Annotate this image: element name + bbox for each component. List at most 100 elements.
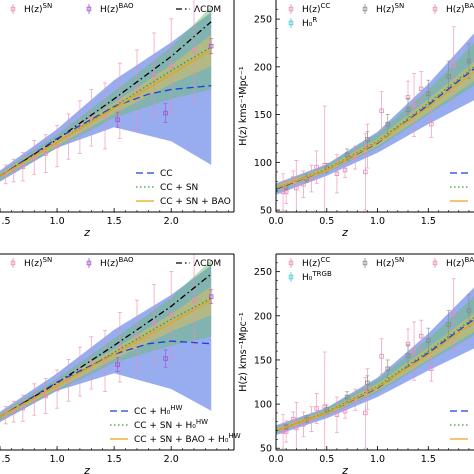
data-point	[301, 422, 306, 427]
data-point	[451, 311, 456, 317]
data-point	[314, 164, 319, 170]
x-tick-label: 1.5	[421, 216, 436, 227]
data-point	[151, 321, 157, 326]
data-point	[280, 189, 286, 195]
y-tick-label: 250	[254, 15, 272, 26]
data-point	[291, 416, 296, 422]
data-point	[54, 143, 60, 149]
legend-label: ΛCDM	[194, 5, 221, 15]
data-point	[385, 366, 390, 371]
confidence-band	[276, 33, 474, 195]
legend-marker	[86, 260, 92, 266]
data-point	[405, 107, 411, 113]
legend-label: ΛCDM	[194, 259, 221, 269]
data-point	[344, 152, 350, 157]
data-point	[283, 184, 289, 190]
data-point	[466, 308, 472, 313]
data-point	[43, 151, 48, 156]
data-point	[169, 63, 174, 69]
data-point	[291, 176, 296, 181]
y-tick-label: 200	[254, 62, 272, 73]
confidence-band	[0, 12, 212, 182]
data-point	[446, 74, 451, 79]
data-point	[352, 155, 358, 160]
legend-label: H(z)BAO	[446, 256, 474, 269]
series-line	[0, 85, 212, 177]
data-point	[191, 47, 197, 53]
x-tick-label: 2.0	[164, 454, 179, 465]
data-point	[405, 353, 411, 358]
bottom-legend: CC CC + SN CC + SN + BAO	[136, 169, 231, 207]
data-point	[43, 393, 48, 399]
x-tick-label: 1.0	[50, 216, 65, 227]
legend-label: CC + SN	[160, 183, 198, 193]
chart-panel-bottom-right: 0.0 0.5 1.0 1.5 50 100 150 200 250 z H(z) kms⁻¹Mpc…	[238, 253, 474, 474]
x-tick-label: .5	[1, 216, 10, 227]
data-point	[191, 297, 197, 303]
legend-label: H(z)SN	[376, 256, 404, 269]
x-axis-label: z	[83, 464, 90, 474]
data-point	[342, 408, 348, 414]
data-point	[344, 394, 350, 400]
confidence-band	[0, 265, 212, 423]
data-point	[134, 87, 140, 92]
top-legend: H(z)SN H(z)BAO ΛCDM	[10, 256, 221, 269]
y-tick-label: 250	[254, 267, 272, 278]
x-tick-label: 0.5	[319, 454, 334, 465]
legend-marker	[10, 6, 16, 12]
data-point	[151, 73, 157, 78]
data-point	[20, 405, 26, 411]
data-point	[134, 334, 140, 339]
data-point	[163, 356, 168, 361]
data-point	[342, 167, 348, 173]
data-point	[363, 410, 368, 416]
data-point	[89, 115, 94, 120]
top-legend: H(z)CC H(z)SN H(z)BAO H₀TRGB	[288, 256, 474, 283]
data-point	[418, 333, 424, 339]
data-point	[294, 425, 299, 431]
series-line	[0, 340, 212, 418]
series-line	[0, 299, 212, 418]
data-point	[309, 176, 314, 181]
data-point	[20, 164, 26, 169]
y-tick-label: 150	[254, 110, 272, 121]
y-axis-label: H(z) kms⁻¹Mpc⁻¹	[238, 66, 249, 146]
series-line	[276, 321, 474, 432]
legend-marker	[288, 20, 294, 26]
x-tick-label: 1.0	[50, 454, 65, 465]
legend-marker	[432, 260, 438, 266]
bottom-legend: CCC	[450, 172, 468, 202]
data-point	[115, 362, 120, 367]
data-point	[324, 407, 329, 412]
data-point	[115, 117, 120, 122]
confidence-band	[0, 286, 212, 419]
data-point	[280, 429, 286, 434]
legend-marker	[288, 260, 294, 266]
data-point	[426, 338, 431, 343]
legend-marker	[288, 274, 294, 280]
data-point	[117, 345, 123, 350]
legend-label: H(z)SN	[376, 2, 404, 15]
data-point	[314, 406, 319, 411]
y-tick-label: 100	[254, 400, 272, 411]
legend-label: H(z)BAO	[100, 2, 134, 15]
x-tick-label: 1.0	[370, 216, 385, 227]
data-point	[54, 386, 60, 392]
data-point	[379, 354, 384, 359]
legend-label: H(z)CC	[302, 2, 330, 15]
data-point	[163, 110, 168, 116]
legend-label: H(z)BAO	[100, 256, 134, 269]
data-point	[466, 58, 472, 64]
plot-area	[276, 278, 474, 450]
data-point	[426, 91, 431, 96]
data-point	[169, 312, 174, 318]
top-legend: H(z)CC H(z)SN H(z)BAO H₀R	[288, 2, 474, 29]
y-tick-label: 100	[254, 158, 272, 169]
data-point	[429, 121, 434, 127]
data-point	[301, 182, 306, 187]
x-tick-label: .5	[1, 454, 10, 465]
legend-marker	[10, 260, 16, 266]
x-tick-label: 0.0	[268, 216, 283, 227]
